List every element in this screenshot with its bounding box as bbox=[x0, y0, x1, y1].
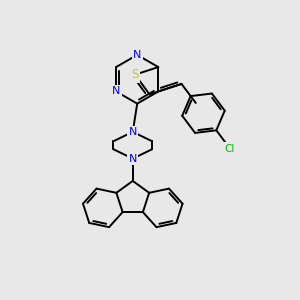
Text: N: N bbox=[129, 154, 137, 164]
Text: Cl: Cl bbox=[225, 144, 235, 154]
Text: N: N bbox=[129, 154, 137, 164]
Text: N: N bbox=[129, 127, 137, 137]
Text: N: N bbox=[112, 86, 120, 96]
Text: N: N bbox=[133, 50, 141, 60]
Text: S: S bbox=[131, 68, 139, 81]
Text: N: N bbox=[129, 127, 137, 137]
